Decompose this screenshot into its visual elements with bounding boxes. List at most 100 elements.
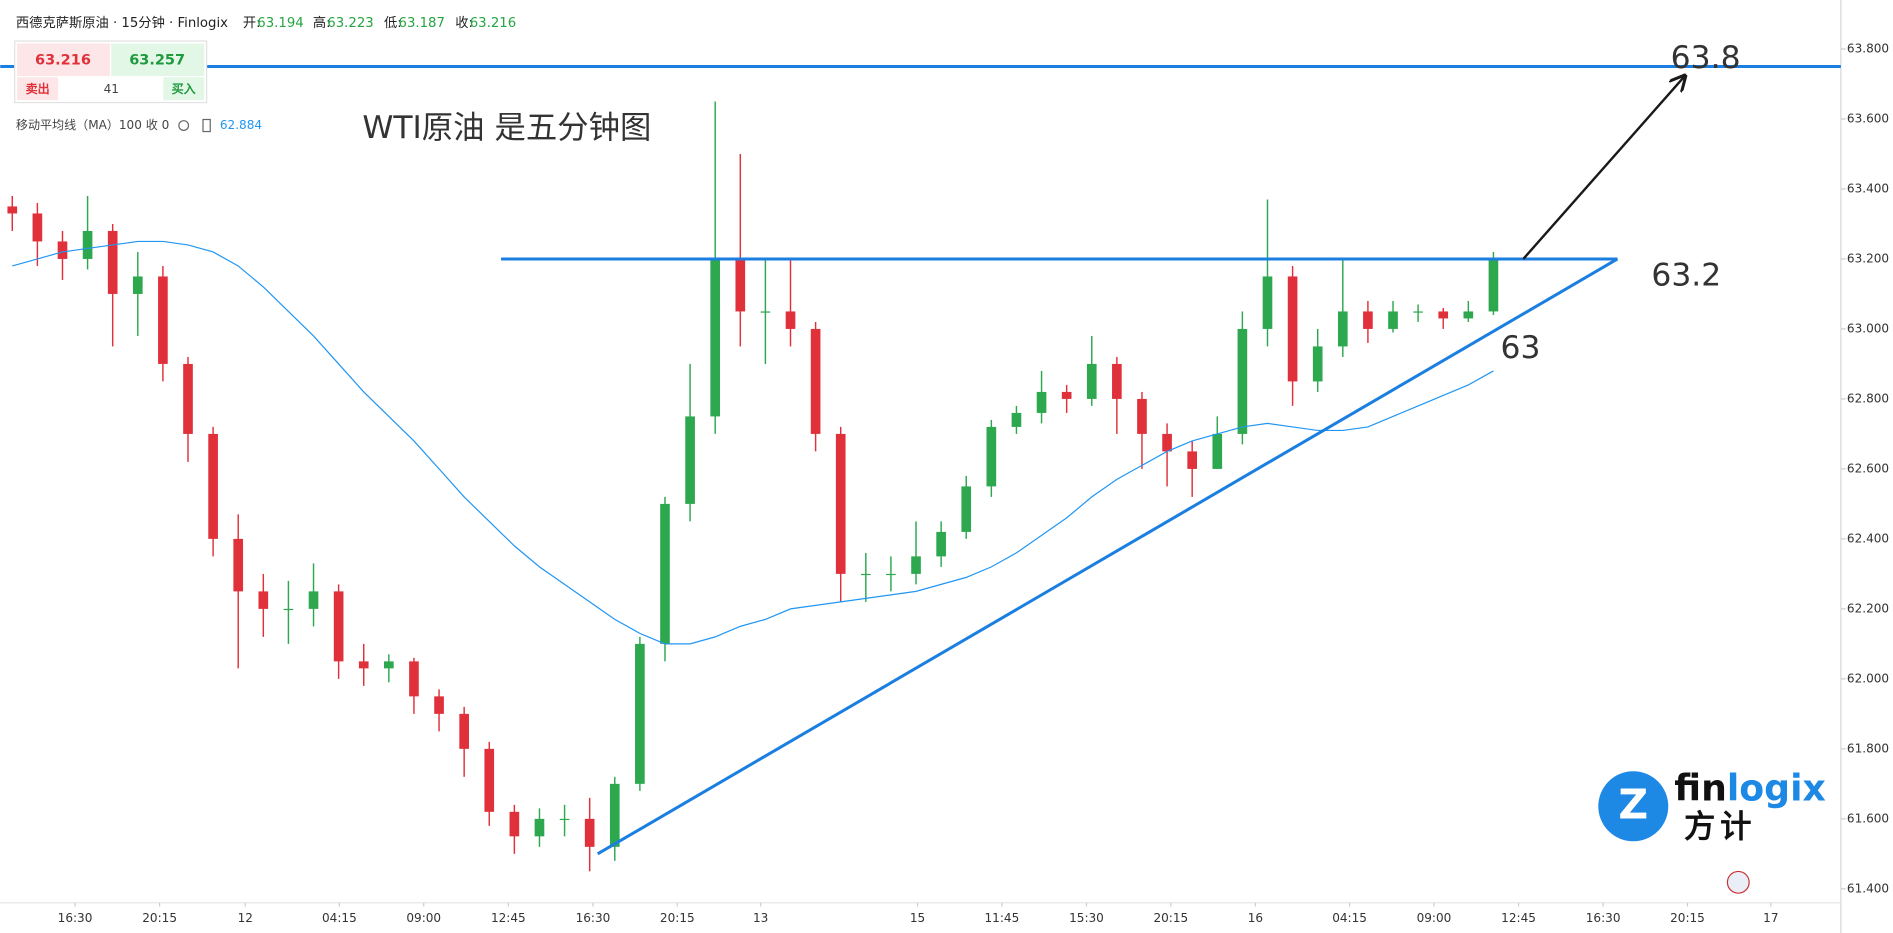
- ohlc-value: 63.223: [327, 16, 373, 31]
- candle-body: [1488, 258, 1499, 312]
- candle-body: [1137, 398, 1147, 434]
- logo-cn: 方计: [1684, 808, 1756, 845]
- candle-body: [660, 503, 670, 644]
- candle-body: [1162, 433, 1172, 452]
- x-tick-label: 16:30: [576, 911, 611, 925]
- candle-body: [986, 426, 997, 487]
- candle-body: [7, 206, 18, 214]
- candle-body: [158, 276, 168, 364]
- candle-body: [1036, 391, 1047, 413]
- annotation-resistance: 63.2: [1651, 257, 1721, 293]
- spread: 41: [104, 82, 119, 96]
- candle-body: [358, 661, 369, 669]
- trade-box: 63.216 63.257 卖出 41 买入: [14, 40, 208, 104]
- annotation-support: 63: [1501, 330, 1541, 366]
- candle-body: [1312, 346, 1323, 382]
- candle-body: [32, 213, 43, 242]
- x-tick-label: 17: [1763, 911, 1778, 925]
- candle-body: [685, 416, 695, 504]
- x-tick-label: 20:15: [142, 911, 177, 925]
- x-tick-label: 09:00: [406, 911, 441, 925]
- header: 西德克萨斯原油 · 15分钟 · Finlogix 开: 63.194 高: 6…: [16, 14, 516, 31]
- candle-body: [459, 713, 469, 749]
- candle-body: [57, 241, 68, 259]
- x-tick-label: 16:30: [58, 911, 93, 925]
- logo-text: finlogix: [1674, 767, 1826, 810]
- indicator-label[interactable]: 移动平均线（MA）100 收 0: [16, 118, 169, 132]
- x-tick-label: 09:00: [1417, 911, 1452, 925]
- candle-body: [1086, 363, 1097, 399]
- buy-button[interactable]: [111, 43, 205, 77]
- x-tick-label: 20:15: [660, 911, 695, 925]
- logo-circle: [1598, 771, 1669, 842]
- sell-tab[interactable]: [17, 77, 59, 101]
- x-tick-label: 20:15: [1153, 911, 1188, 925]
- candle-body: [911, 556, 921, 574]
- candle-body: [810, 328, 821, 434]
- flag-icon: [1726, 870, 1750, 894]
- y-tick-label: 62.200: [1847, 601, 1889, 615]
- candle-body: [283, 608, 294, 611]
- buy-tab[interactable]: [163, 77, 205, 101]
- x-tick-label: 04:15: [322, 911, 357, 925]
- y-tick-label: 61.600: [1847, 811, 1889, 825]
- annotation-title: WTI原油 是五分钟图: [362, 110, 651, 146]
- candle-body: [333, 591, 344, 662]
- x-tick-label: 11:45: [985, 911, 1020, 925]
- candle-body: [1438, 311, 1449, 319]
- candle-body: [434, 696, 444, 714]
- candle-body: [1388, 311, 1398, 329]
- symbol: 西德克萨斯原油 · 15分钟 · Finlogix: [16, 14, 228, 31]
- x-tick-label: 20:15: [1670, 911, 1705, 925]
- trendline: [596, 257, 1619, 856]
- y-tick-label: 63.200: [1847, 251, 1889, 265]
- x-tick-label: 04:15: [1332, 911, 1367, 925]
- candle-body: [534, 818, 545, 837]
- annotation-target: 63.8: [1671, 40, 1741, 76]
- candle-body: [132, 276, 143, 294]
- delete-icon[interactable]: [202, 118, 211, 133]
- x-tick-label: 12:45: [491, 911, 526, 925]
- ohlc-label: 高:: [313, 14, 331, 31]
- candle-body: [384, 661, 394, 669]
- sell-label[interactable]: 卖出: [26, 81, 50, 96]
- indicator-value: 62.884: [220, 118, 262, 132]
- logo: Z finlogix 方计: [1598, 767, 1826, 845]
- candle-body: [760, 311, 771, 313]
- candle-body: [584, 818, 595, 847]
- candle-body: [1413, 311, 1423, 313]
- candle-body: [785, 311, 796, 329]
- candle-body: [1187, 451, 1198, 469]
- candle-body: [710, 258, 721, 417]
- x-tick-label: 15:30: [1069, 911, 1104, 925]
- candle-body: [1337, 311, 1348, 347]
- sell-button[interactable]: [17, 43, 111, 77]
- candle-body: [1237, 328, 1248, 434]
- candle-body: [961, 486, 972, 532]
- ohlc-value: 63.187: [399, 16, 445, 31]
- y-tick-label: 62.600: [1847, 461, 1889, 475]
- x-tick-label: 16:30: [1586, 911, 1621, 925]
- candle-body: [886, 573, 896, 576]
- logo-brand: fin: [1674, 767, 1727, 810]
- candle-body: [208, 433, 218, 539]
- y-tick-label: 63.800: [1847, 41, 1889, 55]
- candle-body: [1112, 363, 1122, 399]
- candle-body: [835, 433, 846, 574]
- buy-label[interactable]: 买入: [172, 82, 196, 96]
- ohlc-label: 收:: [455, 15, 473, 31]
- y-tick-label: 61.400: [1847, 881, 1889, 895]
- logo-mark: Z: [1618, 780, 1648, 828]
- arrow: [1522, 77, 1684, 260]
- y-tick-label: 62.000: [1847, 671, 1889, 685]
- candle-body: [1287, 276, 1298, 382]
- logo-brand: logix: [1727, 767, 1826, 810]
- sell-price[interactable]: 63.216: [35, 52, 91, 68]
- buy-price[interactable]: 63.257: [129, 52, 185, 68]
- candle-body: [735, 258, 746, 312]
- settings-icon[interactable]: [178, 120, 190, 131]
- y-tick-label: 62.400: [1847, 531, 1889, 545]
- y-tick-label: 61.800: [1847, 741, 1889, 755]
- x-tick-label: 15: [910, 911, 925, 925]
